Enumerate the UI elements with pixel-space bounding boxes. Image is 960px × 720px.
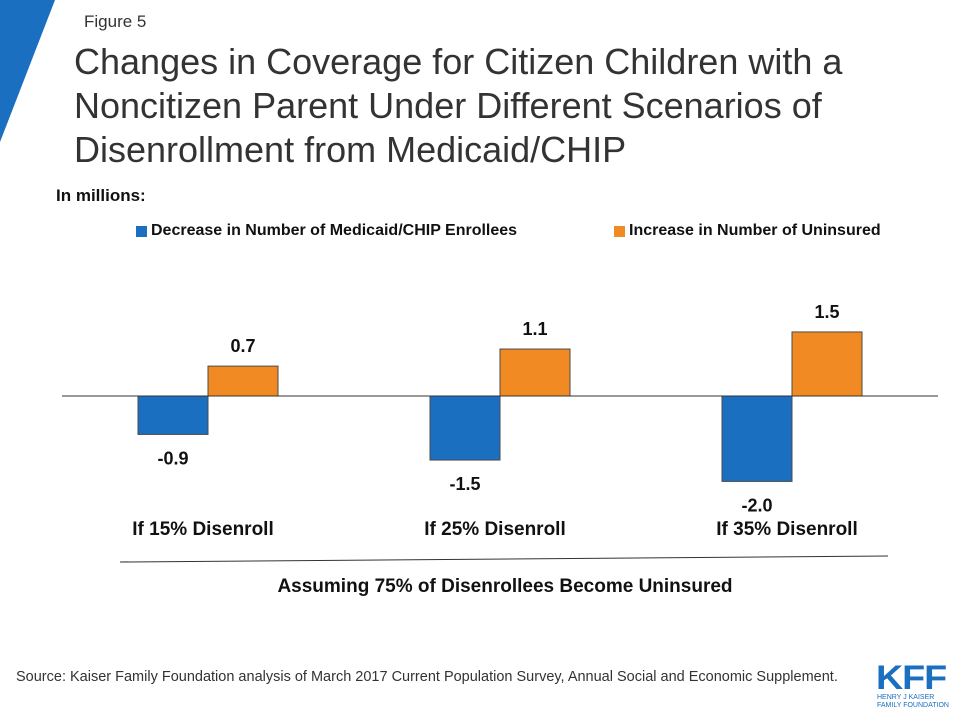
note-divider-line <box>119 555 889 563</box>
bar-enrollees-3 <box>721 395 793 482</box>
category-label-3: If 35% Disenroll <box>716 519 858 540</box>
bar-uninsured-1 <box>207 365 279 397</box>
units-label: In millions: <box>56 186 146 205</box>
bar-enrollees-2 <box>429 395 501 461</box>
legend-item-uninsured: Increase in Number of Uninsured <box>614 222 881 240</box>
bar-uninsured-2 <box>499 348 571 397</box>
source-note: Source: Kaiser Family Foundation analysi… <box>16 669 838 685</box>
logo-line-1: HENRY J KAISER <box>877 694 934 701</box>
figure-label: Figure 5 <box>84 12 147 31</box>
assumption-note: Assuming 75% of Disenrollees Become Unin… <box>277 576 733 597</box>
data-label-uninsured-2: 1.1 <box>522 319 547 339</box>
logo-line-2: FAMILY FOUNDATION <box>877 702 949 709</box>
data-label-uninsured-1: 0.7 <box>230 336 255 356</box>
data-label-uninsured-3: 1.5 <box>814 302 839 322</box>
bar-uninsured-3 <box>791 331 863 397</box>
data-label-enrollees-3: -2.0 <box>741 495 772 515</box>
data-label-enrollees-2: -1.5 <box>449 474 480 494</box>
legend-label-enrollees: Decrease in Number of Medicaid/CHIP Enro… <box>151 222 518 239</box>
legend-item-enrollees: Decrease in Number of Medicaid/CHIP Enro… <box>136 222 517 240</box>
kff-logo: KFF HENRY J KAISER FAMILY FOUNDATION <box>876 660 949 709</box>
chart-title: Changes in Coverage for Citizen Children… <box>74 41 843 170</box>
corner-accent <box>0 0 55 142</box>
category-label-1: If 15% Disenroll <box>132 519 274 540</box>
legend-label-uninsured: Increase in Number of Uninsured <box>629 222 881 239</box>
logo-mark: KFF <box>876 660 946 697</box>
bar-enrollees-1 <box>137 395 209 435</box>
category-label-2: If 25% Disenroll <box>424 519 566 540</box>
legend-swatch-orange <box>614 225 625 237</box>
data-label-enrollees-1: -0.9 <box>157 448 188 468</box>
legend-swatch-blue <box>136 225 147 237</box>
